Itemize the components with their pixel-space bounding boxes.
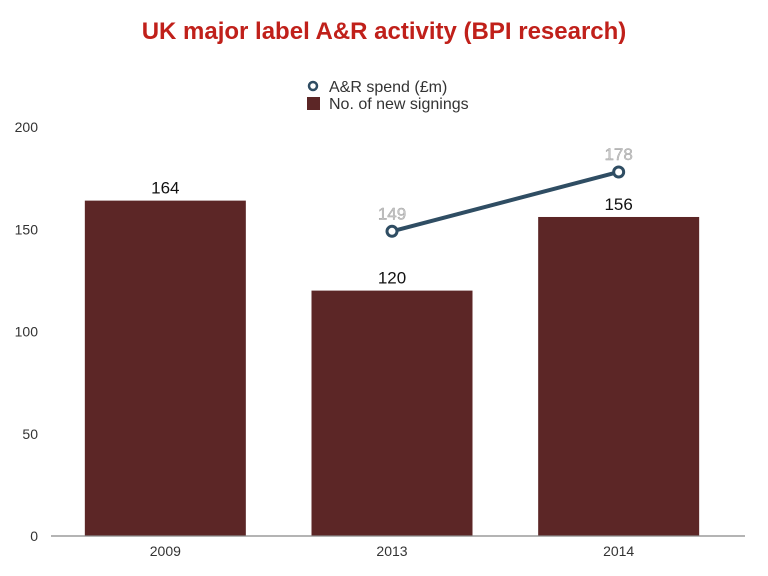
bar: [538, 216, 700, 537]
line-series: [391, 170, 620, 234]
legend-label: No. of new signings: [329, 96, 469, 113]
line-data-label: 149: [378, 204, 406, 223]
line-data-label: 178: [604, 145, 632, 164]
chart-title: UK major label A&R activity (BPI researc…: [141, 18, 627, 45]
legend-bar-swatch-icon: [307, 97, 320, 110]
bar-data-label: 120: [378, 269, 406, 288]
bar: [84, 200, 246, 536]
y-tick-label: 50: [22, 426, 38, 442]
y-tick-label: 200: [15, 119, 39, 135]
line-point: [385, 224, 399, 238]
x-tick-label: 2013: [376, 543, 407, 559]
legend-label: A&R spend (£m): [329, 79, 447, 96]
line-point: [612, 165, 626, 179]
bar-data-label: 156: [604, 195, 632, 214]
legend-line-marker-icon: [307, 80, 319, 92]
y-tick-label: 0: [30, 528, 38, 544]
y-tick-label: 100: [15, 324, 39, 340]
x-tick-label: 2014: [603, 543, 634, 559]
y-tick-label: 150: [15, 221, 39, 237]
bar-data-label: 164: [151, 179, 179, 198]
bar: [311, 290, 473, 536]
x-tick-label: 2009: [150, 543, 181, 559]
